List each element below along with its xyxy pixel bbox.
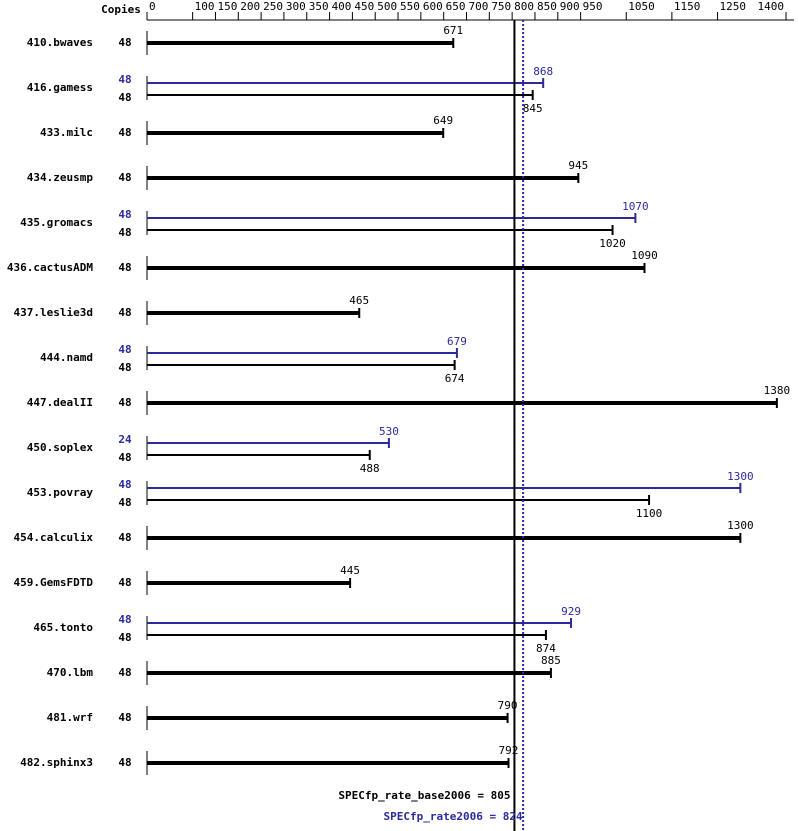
benchmark-label: 410.bwaves — [27, 36, 93, 49]
x-tick-label: 800 — [514, 0, 534, 13]
x-tick-label: 450 — [354, 0, 374, 13]
value-label: 1070 — [622, 200, 649, 213]
base-copies: 48 — [118, 576, 131, 589]
value-label: 1020 — [599, 237, 626, 250]
x-tick-label: 350 — [309, 0, 329, 13]
benchmark-label: 444.namd — [40, 351, 93, 364]
base-copies: 48 — [118, 531, 131, 544]
x-tick-label: 100 — [195, 0, 215, 13]
base-copies: 48 — [118, 711, 131, 724]
value-label: 885 — [541, 654, 561, 667]
benchmark-label: 433.milc — [40, 126, 93, 139]
peak-copies: 48 — [118, 613, 131, 626]
value-label: 929 — [561, 605, 581, 618]
benchmark-label: 434.zeusmp — [27, 171, 94, 184]
value-label: 868 — [533, 65, 553, 78]
benchmark-label: 481.wrf — [47, 711, 93, 724]
value-label: 1380 — [764, 384, 791, 397]
peak-copies: 24 — [118, 433, 132, 446]
x-tick-label: 550 — [400, 0, 420, 13]
x-tick-label: 950 — [583, 0, 603, 13]
value-label: 674 — [445, 372, 465, 385]
base-copies: 48 — [118, 496, 131, 509]
x-tick-label: 1150 — [674, 0, 701, 13]
benchmark-label: 436.cactusADM — [7, 261, 93, 274]
base-copies: 48 — [118, 171, 131, 184]
benchmark-label: 450.soplex — [27, 441, 94, 454]
value-label: 945 — [568, 159, 588, 172]
benchmark-label: 454.calculix — [14, 531, 94, 544]
peak-copies: 48 — [118, 478, 131, 491]
x-tick-label: 700 — [469, 0, 489, 13]
base-copies: 48 — [118, 361, 131, 374]
value-label: 874 — [536, 642, 556, 655]
x-tick-label: 1400 — [758, 0, 785, 13]
x-tick-label: 500 — [377, 0, 397, 13]
x-tick-label: 1050 — [628, 0, 655, 13]
value-label: 1100 — [636, 507, 663, 520]
base-copies: 48 — [118, 91, 131, 104]
x-tick-label: 200 — [240, 0, 260, 13]
x-tick-label: 300 — [286, 0, 306, 13]
reference-label: SPECfp_rate2006 = 824 — [384, 810, 523, 823]
value-label: 790 — [498, 699, 518, 712]
base-copies: 48 — [118, 631, 131, 644]
benchmark-label: 435.gromacs — [20, 216, 93, 229]
peak-copies: 48 — [118, 343, 131, 356]
x-tick-label: 600 — [423, 0, 443, 13]
x-tick-label: 850 — [537, 0, 557, 13]
value-label: 1300 — [727, 470, 754, 483]
reference-label: SPECfp_rate_base2006 = 805 — [338, 789, 510, 802]
base-copies: 48 — [118, 756, 131, 769]
benchmark-label: 447.dealII — [27, 396, 93, 409]
x-tick-label: 150 — [217, 0, 237, 13]
x-tick-label: 400 — [332, 0, 352, 13]
copies-header: Copies — [101, 3, 141, 16]
value-label: 530 — [379, 425, 399, 438]
benchmark-label: 470.lbm — [47, 666, 94, 679]
benchmark-label: 416.gamess — [27, 81, 93, 94]
value-label: 1300 — [727, 519, 754, 532]
x-tick-label: 250 — [263, 0, 283, 13]
benchmark-label: 465.tonto — [33, 621, 93, 634]
value-label: 671 — [443, 24, 463, 37]
peak-copies: 48 — [118, 73, 131, 86]
x-tick-label: 650 — [446, 0, 466, 13]
base-copies: 48 — [118, 451, 131, 464]
base-copies: 48 — [118, 36, 131, 49]
value-label: 445 — [340, 564, 360, 577]
value-label: 792 — [499, 744, 519, 757]
x-tick-label: 1250 — [720, 0, 747, 13]
base-copies: 48 — [118, 396, 131, 409]
benchmark-label: 459.GemsFDTD — [14, 576, 94, 589]
value-label: 845 — [523, 102, 543, 115]
base-copies: 48 — [118, 226, 131, 239]
value-label: 679 — [447, 335, 467, 348]
peak-copies: 48 — [118, 208, 131, 221]
value-label: 649 — [433, 114, 453, 127]
benchmark-label: 453.povray — [27, 486, 94, 499]
base-copies: 48 — [118, 126, 131, 139]
x-tick-label: 900 — [560, 0, 580, 13]
benchmark-label: 482.sphinx3 — [20, 756, 93, 769]
x-tick-label: 0 — [149, 0, 156, 13]
value-label: 465 — [349, 294, 369, 307]
benchmark-label: 437.leslie3d — [14, 306, 93, 319]
base-copies: 48 — [118, 261, 131, 274]
base-copies: 48 — [118, 306, 131, 319]
value-label: 488 — [360, 462, 380, 475]
base-copies: 48 — [118, 666, 131, 679]
value-label: 1090 — [631, 249, 658, 262]
x-tick-label: 750 — [491, 0, 511, 13]
